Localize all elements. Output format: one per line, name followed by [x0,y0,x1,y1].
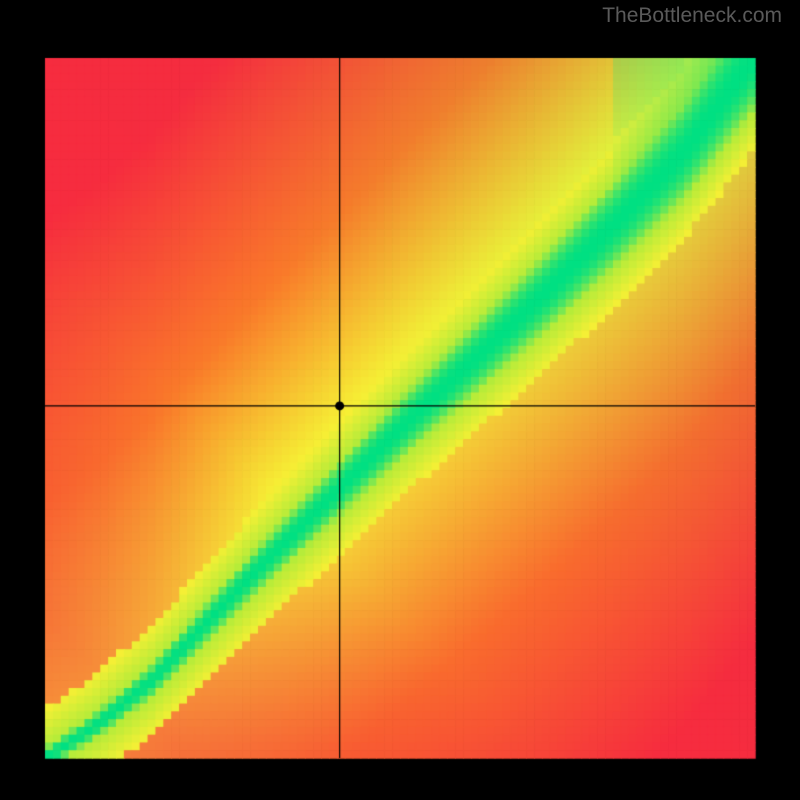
bottleneck-heatmap [0,0,800,800]
chart-container: TheBottleneck.com [0,0,800,800]
attribution-text: TheBottleneck.com [602,4,782,28]
